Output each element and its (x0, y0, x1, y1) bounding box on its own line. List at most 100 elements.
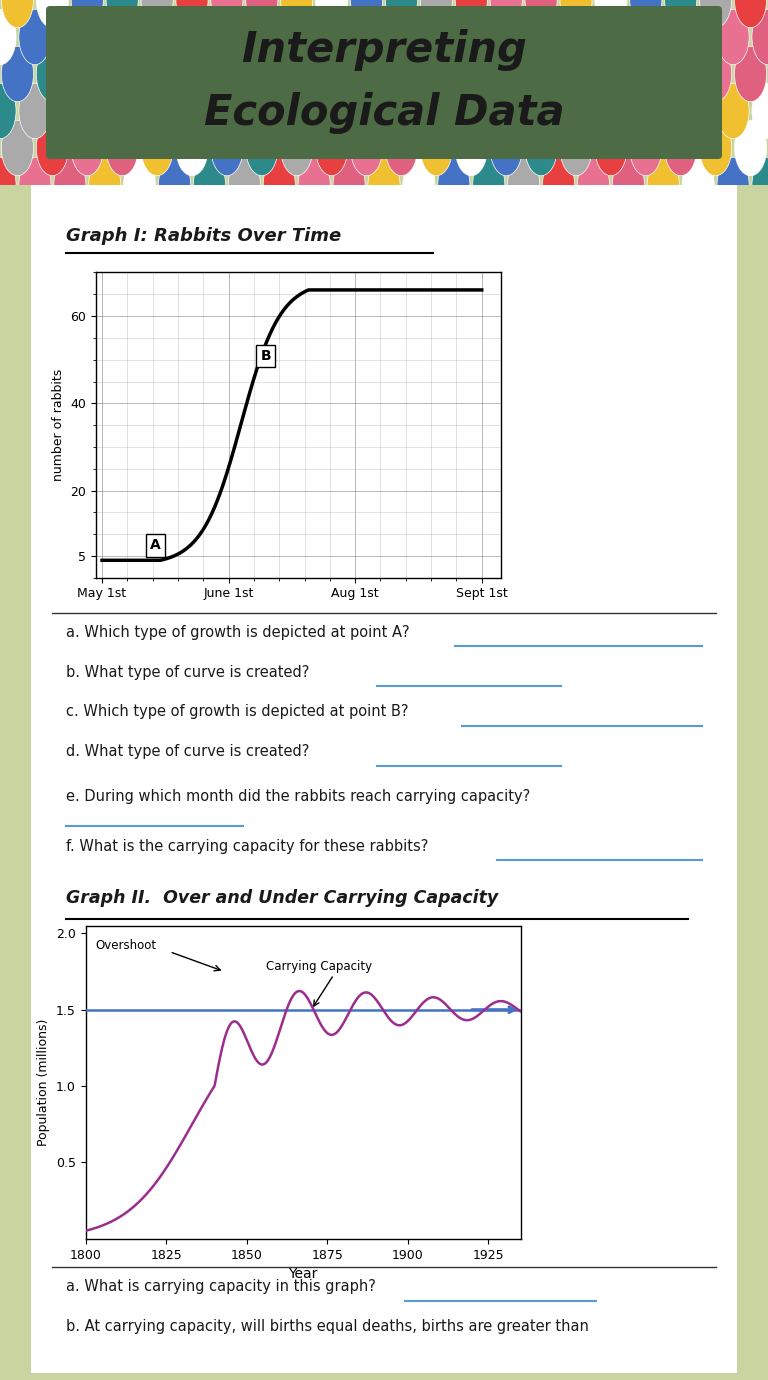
Ellipse shape (595, 120, 627, 175)
Ellipse shape (455, 0, 488, 28)
Ellipse shape (280, 120, 313, 175)
Ellipse shape (124, 83, 156, 139)
Ellipse shape (682, 83, 714, 139)
Ellipse shape (246, 120, 278, 175)
Ellipse shape (752, 10, 768, 65)
Ellipse shape (316, 0, 348, 28)
Ellipse shape (88, 10, 121, 65)
Ellipse shape (88, 83, 121, 139)
Ellipse shape (350, 47, 382, 102)
Ellipse shape (36, 47, 68, 102)
Ellipse shape (316, 120, 348, 175)
Ellipse shape (542, 10, 574, 65)
Ellipse shape (19, 10, 51, 65)
Ellipse shape (211, 120, 243, 175)
Ellipse shape (2, 47, 34, 102)
Ellipse shape (612, 83, 644, 139)
Ellipse shape (176, 0, 208, 28)
Ellipse shape (2, 120, 34, 175)
Ellipse shape (36, 0, 68, 28)
Ellipse shape (664, 0, 697, 28)
Ellipse shape (647, 157, 680, 213)
Ellipse shape (647, 10, 680, 65)
Ellipse shape (420, 47, 452, 102)
Ellipse shape (403, 83, 435, 139)
Ellipse shape (560, 0, 592, 28)
Ellipse shape (194, 157, 226, 213)
Ellipse shape (88, 157, 121, 213)
Ellipse shape (752, 83, 768, 139)
Ellipse shape (211, 47, 243, 102)
Ellipse shape (194, 83, 226, 139)
Ellipse shape (141, 0, 173, 28)
Ellipse shape (386, 0, 418, 28)
Y-axis label: Population (millions): Population (millions) (38, 1018, 51, 1145)
Ellipse shape (455, 120, 488, 175)
Ellipse shape (54, 157, 86, 213)
Ellipse shape (211, 0, 243, 28)
Ellipse shape (228, 10, 260, 65)
Text: B: B (260, 349, 271, 363)
Ellipse shape (19, 83, 51, 139)
Ellipse shape (158, 83, 190, 139)
Ellipse shape (525, 47, 557, 102)
Ellipse shape (682, 157, 714, 213)
Ellipse shape (717, 10, 749, 65)
Ellipse shape (717, 157, 749, 213)
Ellipse shape (19, 157, 51, 213)
Ellipse shape (752, 157, 768, 213)
Ellipse shape (176, 120, 208, 175)
Ellipse shape (508, 83, 540, 139)
Ellipse shape (595, 0, 627, 28)
Ellipse shape (368, 10, 400, 65)
Ellipse shape (176, 47, 208, 102)
Ellipse shape (368, 157, 400, 213)
Ellipse shape (71, 0, 104, 28)
Ellipse shape (630, 120, 662, 175)
Ellipse shape (420, 0, 452, 28)
Text: f. What is the carrying capacity for these rabbits?: f. What is the carrying capacity for the… (66, 839, 429, 854)
Text: Interpreting: Interpreting (241, 29, 527, 70)
Ellipse shape (682, 10, 714, 65)
Text: Graph II.  Over and Under Carrying Capacity: Graph II. Over and Under Carrying Capaci… (66, 889, 498, 907)
X-axis label: Year: Year (289, 1267, 318, 1281)
Ellipse shape (438, 157, 470, 213)
Ellipse shape (333, 10, 365, 65)
Text: b. What type of curve is created?: b. What type of curve is created? (66, 665, 310, 680)
Ellipse shape (298, 10, 330, 65)
Text: Ecological Data: Ecological Data (204, 92, 564, 134)
Ellipse shape (54, 83, 86, 139)
Ellipse shape (700, 47, 732, 102)
Ellipse shape (578, 83, 610, 139)
Text: a. Which type of growth is depicted at point A?: a. Which type of growth is depicted at p… (66, 625, 409, 640)
Ellipse shape (700, 120, 732, 175)
Ellipse shape (368, 83, 400, 139)
Ellipse shape (0, 10, 16, 65)
Ellipse shape (438, 10, 470, 65)
Ellipse shape (717, 83, 749, 139)
Ellipse shape (542, 157, 574, 213)
Text: Overshoot: Overshoot (95, 938, 157, 952)
Ellipse shape (71, 47, 104, 102)
Ellipse shape (350, 0, 382, 28)
Ellipse shape (595, 47, 627, 102)
FancyBboxPatch shape (27, 179, 741, 1379)
Ellipse shape (472, 83, 505, 139)
Ellipse shape (525, 120, 557, 175)
Ellipse shape (246, 0, 278, 28)
Ellipse shape (490, 47, 522, 102)
Ellipse shape (560, 47, 592, 102)
Text: Carrying Capacity: Carrying Capacity (266, 960, 372, 973)
Ellipse shape (630, 0, 662, 28)
Ellipse shape (316, 47, 348, 102)
Ellipse shape (54, 10, 86, 65)
Ellipse shape (246, 47, 278, 102)
Ellipse shape (438, 83, 470, 139)
Ellipse shape (490, 0, 522, 28)
Ellipse shape (578, 10, 610, 65)
Ellipse shape (472, 157, 505, 213)
Ellipse shape (124, 10, 156, 65)
Ellipse shape (71, 120, 104, 175)
Text: a. What is carrying capacity in this graph?: a. What is carrying capacity in this gra… (66, 1279, 376, 1294)
Ellipse shape (106, 0, 138, 28)
